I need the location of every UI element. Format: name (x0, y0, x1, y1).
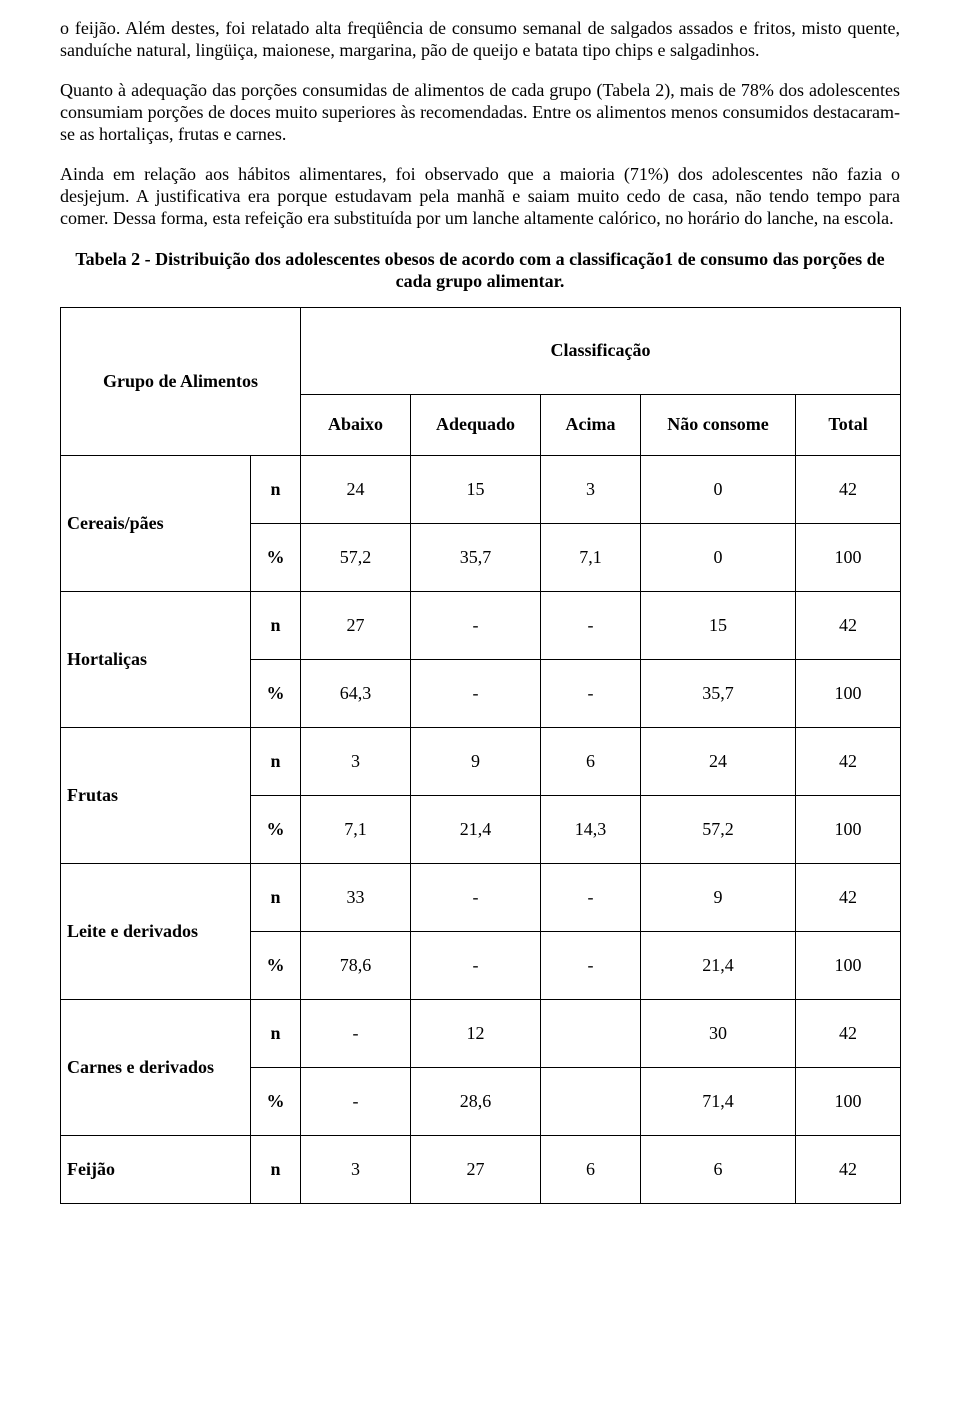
cell: 42 (796, 727, 901, 795)
cell: 15 (641, 591, 796, 659)
cell: 42 (796, 1135, 901, 1203)
cell: 9 (641, 863, 796, 931)
cell: 21,4 (641, 931, 796, 999)
cell: 100 (796, 1067, 901, 1135)
cell: 0 (641, 523, 796, 591)
cell: 3 (301, 1135, 411, 1203)
row-unit: n (251, 1135, 301, 1203)
cell: 7,1 (301, 795, 411, 863)
cell: 33 (301, 863, 411, 931)
cell: 30 (641, 999, 796, 1067)
cell: - (541, 659, 641, 727)
cell: 64,3 (301, 659, 411, 727)
table-row: Hortaliças n 27 - - 15 42 (61, 591, 901, 659)
row-name: Frutas (61, 727, 251, 863)
paragraph-3: Ainda em relação aos hábitos alimentares… (60, 164, 900, 230)
cell: - (411, 931, 541, 999)
cell: 0 (641, 455, 796, 523)
table-row: Cereais/pães n 24 15 3 0 42 (61, 455, 901, 523)
cell: 100 (796, 795, 901, 863)
table-row: Leite e derivados n 33 - - 9 42 (61, 863, 901, 931)
cell: 42 (796, 591, 901, 659)
subheader-total: Total (796, 394, 901, 455)
cell (541, 999, 641, 1067)
cell: 57,2 (641, 795, 796, 863)
cell: 24 (641, 727, 796, 795)
cell: 3 (541, 455, 641, 523)
cell: 24 (301, 455, 411, 523)
cell: 100 (796, 931, 901, 999)
subheader-acima: Acima (541, 394, 641, 455)
row-name: Carnes e derivados (61, 999, 251, 1135)
cell: 28,6 (411, 1067, 541, 1135)
table-row: Frutas n 3 9 6 24 42 (61, 727, 901, 795)
row-unit: n (251, 999, 301, 1067)
cell: 7,1 (541, 523, 641, 591)
cell: - (411, 659, 541, 727)
cell: 100 (796, 659, 901, 727)
header-class: Classificação (301, 307, 901, 394)
row-name: Hortaliças (61, 591, 251, 727)
cell: 9 (411, 727, 541, 795)
subheader-abaixo: Abaixo (301, 394, 411, 455)
row-unit: n (251, 455, 301, 523)
subheader-adequado: Adequado (411, 394, 541, 455)
cell: 15 (411, 455, 541, 523)
cell: 42 (796, 999, 901, 1067)
row-unit: % (251, 659, 301, 727)
row-unit: % (251, 1067, 301, 1135)
cell: 12 (411, 999, 541, 1067)
cell: 3 (301, 727, 411, 795)
table-row: Feijão n 3 27 6 6 42 (61, 1135, 901, 1203)
row-unit: n (251, 727, 301, 795)
row-unit: % (251, 931, 301, 999)
row-unit: n (251, 591, 301, 659)
cell: - (541, 863, 641, 931)
cell: 35,7 (411, 523, 541, 591)
row-name: Cereais/pães (61, 455, 251, 591)
subheader-nao: Não consome (641, 394, 796, 455)
cell: 21,4 (411, 795, 541, 863)
cell: - (411, 591, 541, 659)
table-row: Carnes e derivados n - 12 30 42 (61, 999, 901, 1067)
cell: 27 (301, 591, 411, 659)
cell: - (541, 591, 641, 659)
table-header-row: Grupo de Alimentos Classificação (61, 307, 901, 394)
cell: 27 (411, 1135, 541, 1203)
cell: - (301, 1067, 411, 1135)
cell (541, 1067, 641, 1135)
cell: 71,4 (641, 1067, 796, 1135)
row-unit: % (251, 795, 301, 863)
cell: - (301, 999, 411, 1067)
food-group-table: Grupo de Alimentos Classificação Abaixo … (60, 307, 901, 1204)
paragraph-1: o feijão. Além destes, foi relatado alta… (60, 18, 900, 62)
paragraph-2: Quanto à adequação das porções consumida… (60, 80, 900, 146)
cell: 6 (641, 1135, 796, 1203)
cell: 78,6 (301, 931, 411, 999)
cell: - (541, 931, 641, 999)
document-page: o feijão. Além destes, foi relatado alta… (0, 0, 960, 1204)
row-unit: % (251, 523, 301, 591)
cell: 42 (796, 863, 901, 931)
cell: 42 (796, 455, 901, 523)
cell: - (411, 863, 541, 931)
cell: 14,3 (541, 795, 641, 863)
row-name: Leite e derivados (61, 863, 251, 999)
cell: 100 (796, 523, 901, 591)
row-unit: n (251, 863, 301, 931)
cell: 6 (541, 727, 641, 795)
row-name: Feijão (61, 1135, 251, 1203)
cell: 57,2 (301, 523, 411, 591)
header-group: Grupo de Alimentos (61, 307, 301, 455)
cell: 6 (541, 1135, 641, 1203)
cell: 35,7 (641, 659, 796, 727)
table-caption: Tabela 2 - Distribuição dos adolescentes… (60, 248, 900, 293)
